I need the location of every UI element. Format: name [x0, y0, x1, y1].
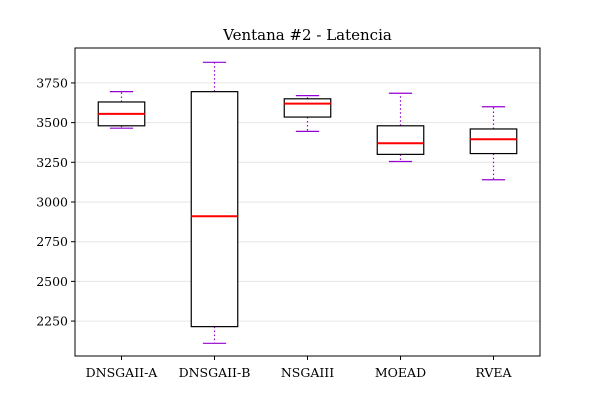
box-group-dnsgaii-b: [190, 61, 239, 344]
y-tick-label: 2250: [36, 314, 68, 329]
y-tick-label: 3250: [36, 155, 68, 170]
x-tick-label: RVEA: [475, 365, 512, 380]
x-tick-label: MOEAD: [375, 365, 426, 380]
box-iqr: [190, 91, 239, 328]
y-tick-label: 3750: [36, 75, 68, 90]
chart-title: Ventana #2 - Latencia: [222, 26, 392, 44]
y-tick-label: 3000: [36, 195, 68, 210]
x-tick-label: DNSGAII-A: [86, 365, 159, 380]
box-group-moead: [376, 92, 425, 163]
box-group-dnsgaii-a: [97, 91, 146, 129]
y-axis-ticks: 2250 2500 2750 3000 3250 3500 3750: [36, 75, 75, 329]
x-tick-label: DNSGAII-B: [179, 365, 251, 380]
box-group-nsgaiii: [283, 95, 332, 132]
box-iqr: [469, 128, 518, 155]
box-iqr: [283, 98, 332, 118]
box-layer: [97, 61, 518, 344]
x-axis-ticks: DNSGAII-A DNSGAII-B NSGAIII MOEAD RVEA: [86, 356, 513, 380]
box-iqr: [376, 125, 425, 155]
y-tick-label: 2500: [36, 274, 68, 289]
y-tick-label: 2750: [36, 234, 68, 249]
box-group-rvea: [469, 106, 518, 181]
x-tick-label: NSGAIII: [281, 365, 334, 380]
grid-layer: [75, 82, 540, 322]
y-tick-label: 3500: [36, 115, 68, 130]
